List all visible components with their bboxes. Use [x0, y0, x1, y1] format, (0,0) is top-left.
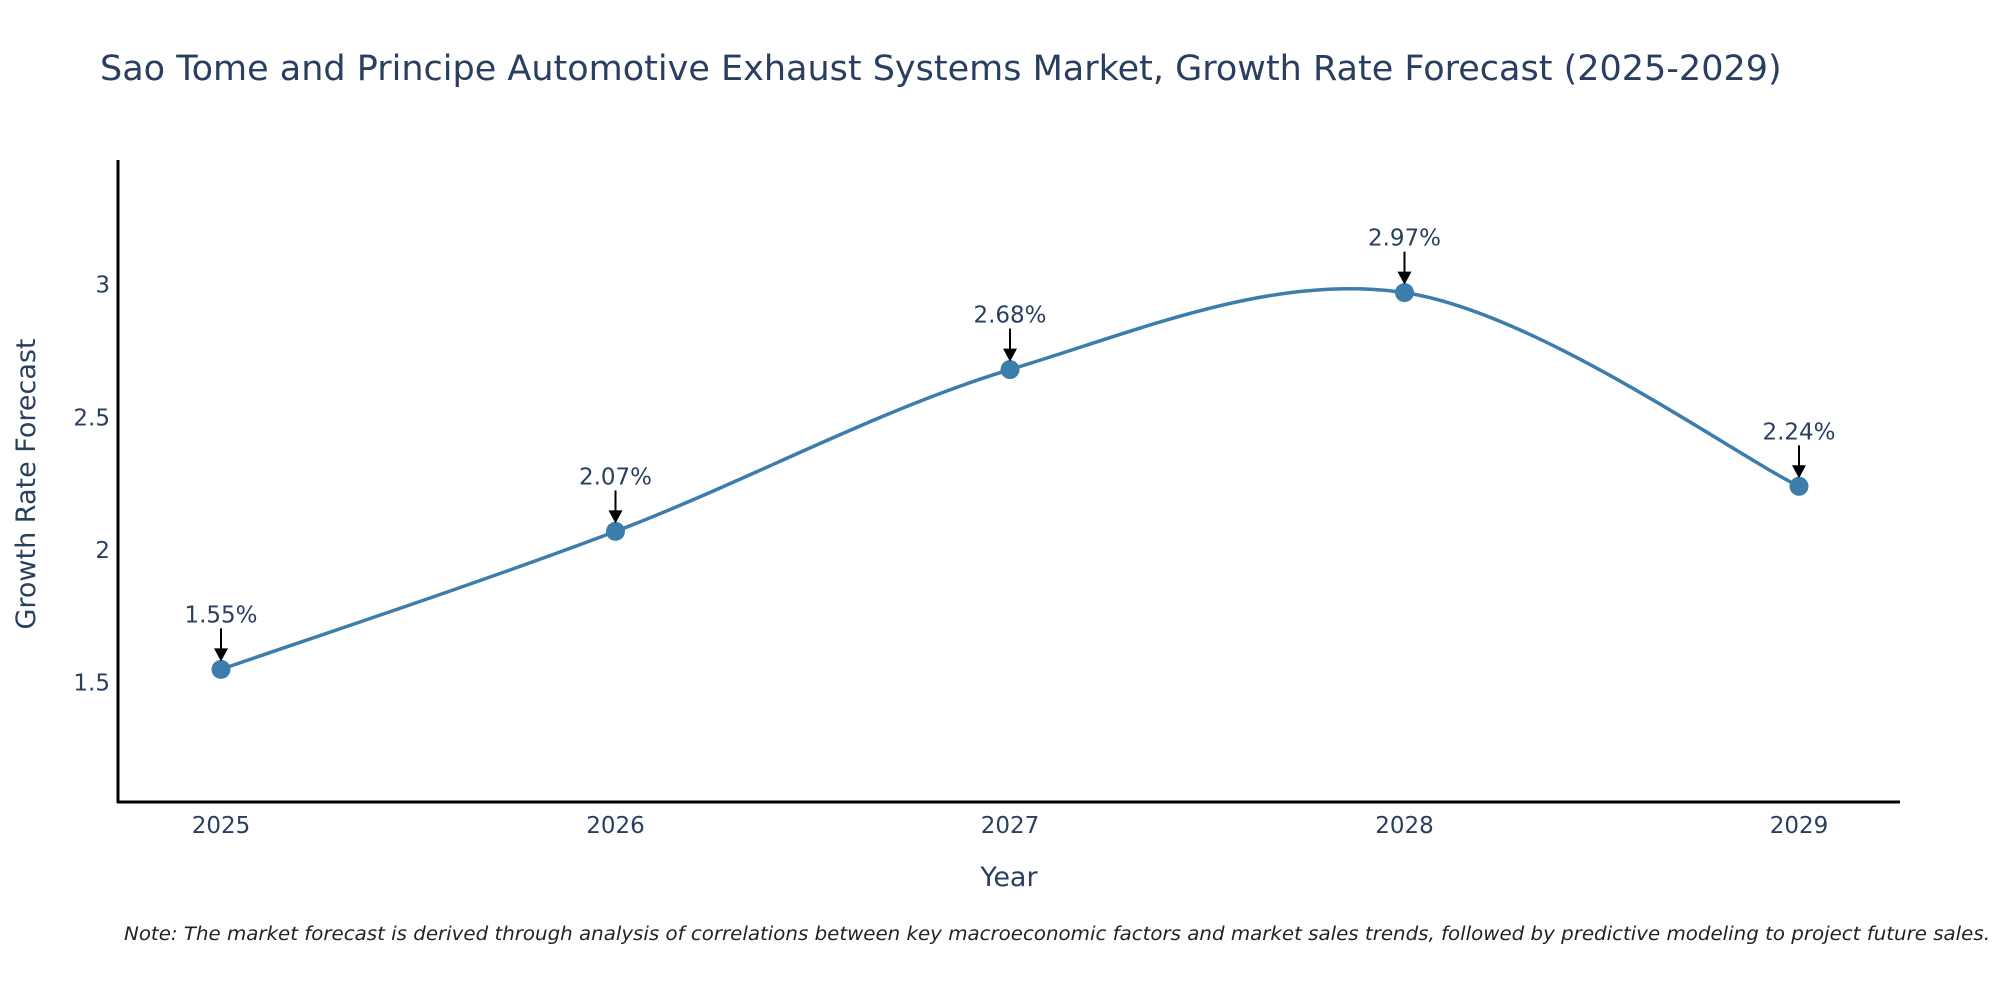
- x-tick-label: 2025: [192, 813, 251, 839]
- y-axis-ticks: 1.5 2 2.5 3: [73, 273, 110, 697]
- data-point: [211, 659, 231, 679]
- x-axis-ticks: 2025 2026 2027 2028 2029: [192, 813, 1829, 839]
- x-tick-label: 2028: [1375, 813, 1434, 839]
- y-axis-title: Growth Rate Forecast: [11, 338, 42, 629]
- data-labels: 1.55% 2.07% 2.68% 2.97% 2.24%: [184, 226, 1836, 662]
- data-label: 2.24%: [1762, 419, 1835, 445]
- annotation-arrow-head: [1792, 465, 1806, 479]
- data-point: [1000, 360, 1020, 380]
- data-point: [1395, 283, 1414, 303]
- data-point: [1789, 476, 1809, 496]
- data-label: 1.55%: [184, 602, 257, 628]
- data-label: 2.07%: [579, 464, 652, 490]
- x-axis-title: Year: [979, 862, 1038, 893]
- data-point: [606, 521, 625, 541]
- data-label: 2.68%: [973, 303, 1046, 329]
- footnote: Note: The market forecast is derived thr…: [124, 924, 1990, 945]
- y-tick-label: 1.5: [73, 671, 110, 697]
- annotation-arrow-head: [608, 510, 623, 524]
- series-growth-rate: [211, 283, 1809, 679]
- annotation-arrow-head: [214, 648, 228, 662]
- y-tick-label: 2: [95, 538, 110, 564]
- data-label: 2.97%: [1368, 226, 1441, 252]
- annotation-arrow-head: [1397, 271, 1412, 285]
- chart-title: Sao Tome and Principe Automotive Exhaust…: [100, 49, 1782, 89]
- x-tick-label: 2029: [1770, 813, 1829, 839]
- annotation-arrow-head: [1003, 348, 1017, 362]
- axes: [116, 160, 1900, 804]
- y-tick-label: 3: [95, 273, 110, 299]
- y-tick-label: 2.5: [73, 405, 110, 431]
- x-tick-label: 2027: [981, 813, 1040, 839]
- x-tick-label: 2026: [586, 813, 645, 839]
